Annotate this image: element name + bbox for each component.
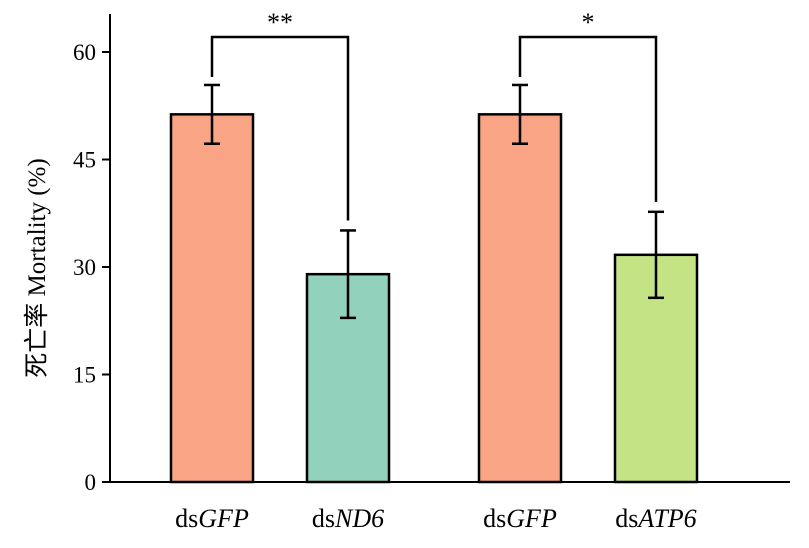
- category-gene: GFP: [198, 504, 249, 533]
- bar: [169, 113, 255, 484]
- category-prefix: ds: [483, 504, 506, 533]
- y-tick-label: 60: [73, 40, 96, 65]
- y-axis-label: 死亡率 Mortality (%): [23, 158, 51, 377]
- significance-label: **: [267, 8, 293, 37]
- bars: [169, 113, 699, 484]
- category-label: dsGFP: [175, 504, 249, 533]
- y-tick-label: 15: [73, 363, 96, 388]
- significance-label: *: [582, 8, 595, 37]
- category-label: dsATP6: [615, 504, 696, 533]
- significance-brackets: ** *: [210, 8, 658, 221]
- category-label: dsND6: [312, 504, 384, 533]
- category-label: dsGFP: [483, 504, 557, 533]
- category-gene: ND6: [334, 504, 384, 533]
- category-prefix: ds: [312, 504, 335, 533]
- significance-bracket: [518, 35, 658, 202]
- y-tick-label: 30: [73, 255, 96, 280]
- category-prefix: ds: [615, 504, 638, 533]
- significance-bracket: [210, 35, 350, 221]
- y-tick-label: 45: [73, 148, 96, 173]
- bar: [477, 113, 563, 484]
- error-bars: [204, 83, 664, 320]
- y-tick-label: 0: [85, 470, 97, 495]
- category-gene: GFP: [506, 504, 557, 533]
- category-labels: dsGFP dsND6 dsGFP dsATP6: [175, 504, 697, 533]
- category-gene: ATP6: [636, 504, 696, 533]
- category-prefix: ds: [175, 504, 198, 533]
